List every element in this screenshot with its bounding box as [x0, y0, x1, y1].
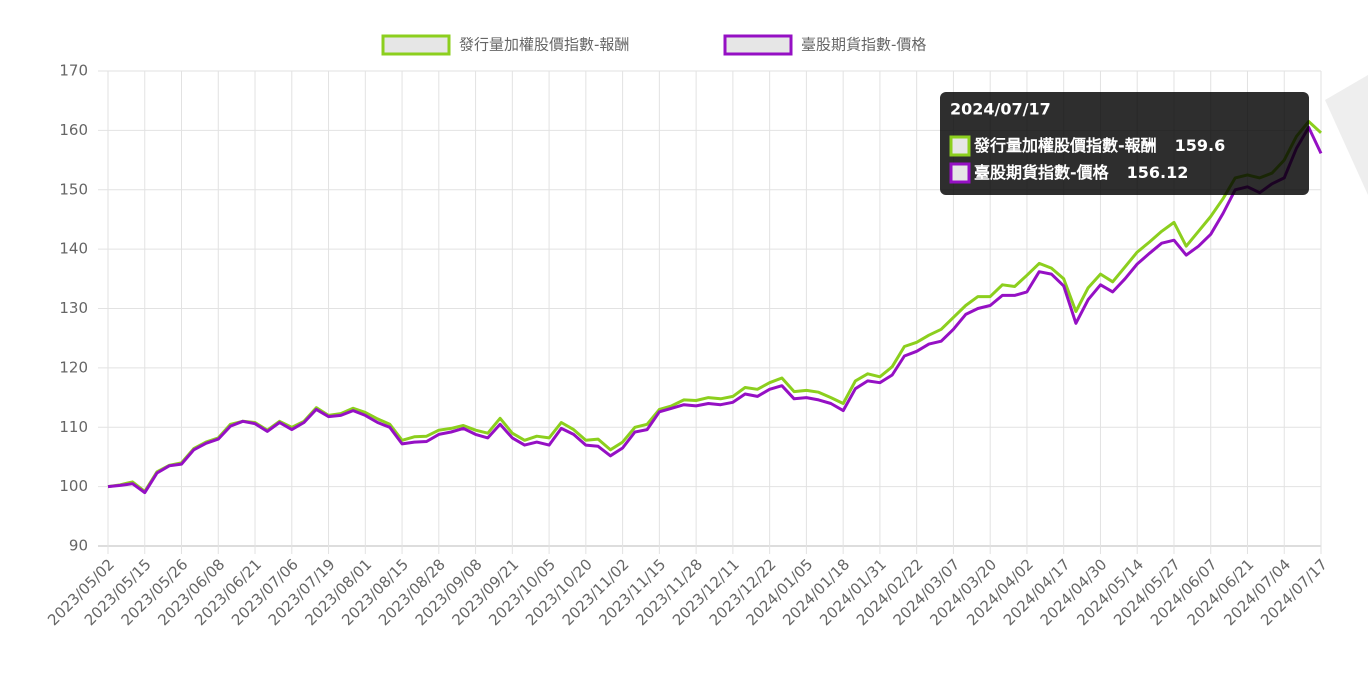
y-tick-label: 140 [59, 240, 88, 258]
tooltip-title: 2024/07/17 [950, 100, 1051, 119]
y-tick-label: 100 [59, 477, 88, 495]
y-tick-label: 110 [59, 418, 88, 436]
legend-label: 發行量加權股價指數-報酬 [459, 36, 629, 54]
y-tick-label: 160 [59, 121, 88, 139]
y-tick-label: 170 [59, 62, 88, 80]
tooltip-value: 156.12 [1127, 163, 1189, 182]
y-tick-label: 150 [59, 180, 88, 198]
legend-swatch [381, 34, 451, 56]
tooltip-box [940, 92, 1309, 195]
tooltip-series: 發行量加權股價指數-報酬 [973, 136, 1157, 155]
tooltip-value: 159.6 [1175, 136, 1226, 155]
decor [1325, 75, 1368, 195]
y-tick-label: 90 [69, 537, 88, 555]
legend-swatch [723, 34, 793, 56]
tooltip-item: 臺股期貨指數-價格 156.12 [974, 163, 1188, 182]
tooltip-swatch [949, 162, 971, 184]
y-tick-label: 120 [59, 358, 88, 376]
tooltip-swatch [949, 135, 971, 157]
series-line [107, 125, 1323, 495]
tooltip-item: 發行量加權股價指數-報酬 159.6 [973, 136, 1225, 155]
y-tick-label: 130 [59, 299, 88, 317]
tooltip-series: 臺股期貨指數-價格 [974, 163, 1110, 182]
tooltip: 2024/07/17 發行量加權股價指數-報酬 159.6 臺股期貨指數-價格 156.… [940, 92, 1309, 195]
legend-label: 臺股期貨指數-價格 [801, 36, 926, 54]
